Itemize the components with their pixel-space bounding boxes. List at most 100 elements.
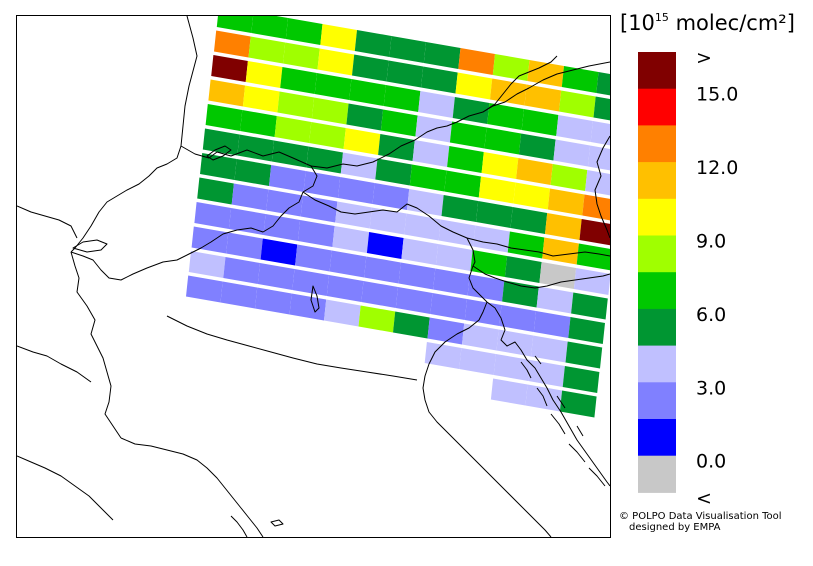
- swath-pixel-2-11: [590, 121, 610, 146]
- swath-pixel-8-5: [366, 232, 404, 259]
- swath-pixel-10-3: [292, 269, 329, 296]
- swath-pixel-2-7: [452, 97, 490, 124]
- swath-pixel-8-2: [263, 214, 301, 241]
- legend-label-12: <: [696, 487, 712, 509]
- swath-pixel-10-2: [257, 263, 295, 290]
- swath-pixel-6-1: [234, 159, 272, 186]
- swath-pixel-5-0: [202, 128, 240, 156]
- legend-box-0: [638, 52, 676, 90]
- swath-pixel-1-5: [386, 60, 424, 88]
- legend-box-2: [638, 125, 676, 163]
- swath-pixel-7-1: [231, 183, 269, 211]
- swath-pixel-5-2: [271, 140, 309, 168]
- swath-pixel-11-9: [496, 329, 534, 357]
- swath-pixel-4-8: [481, 152, 519, 179]
- swath-pixel-9-1: [226, 232, 263, 260]
- swath-pixel-2-5: [383, 85, 421, 112]
- swath-pixel-7-7: [438, 219, 476, 247]
- swath-pixel-1-9: [524, 84, 562, 112]
- swath-pixel-9-10: [536, 286, 574, 314]
- swath-pixel-6-9: [510, 207, 548, 234]
- swath-pixel-3-1: [242, 85, 280, 113]
- swath-pixel-10-11: [568, 317, 605, 344]
- legend-box-10: [638, 419, 676, 457]
- swath-pixel-1-7: [455, 72, 493, 100]
- swath-pixel-0-6: [423, 42, 461, 69]
- swath-pixel-6-0: [200, 153, 237, 180]
- border-germany-austria: [310, 55, 558, 169]
- swath-pixel-9-11: [571, 292, 608, 320]
- border-france-interior: [17, 205, 114, 521]
- swath-pixel-8-10: [539, 262, 577, 289]
- swath-pixel-5-1: [237, 134, 274, 162]
- swath-pixel-2-0: [211, 55, 248, 82]
- swath-pixel-5-8: [478, 176, 516, 204]
- swath-pixel-5-9: [513, 182, 550, 210]
- swath-pixel-7-9: [507, 231, 545, 259]
- swath-pixel-11-8: [462, 323, 499, 351]
- swath-pixel-3-2: [277, 91, 315, 119]
- map-panel: [16, 15, 611, 538]
- swath-pixel-10-7: [430, 293, 467, 320]
- swath-pixel-13-11: [559, 390, 597, 418]
- credit-text: © POLPO Data Visualisation Tool designed…: [619, 511, 782, 533]
- swath-pixel-8-8: [470, 250, 508, 277]
- border-switzerland-italy: [70, 191, 304, 281]
- swath-pixel-3-10: [553, 139, 591, 167]
- country-boundaries: [17, 16, 610, 537]
- swath-pixel-0-9: [527, 60, 564, 87]
- swath-pixel-3-0: [208, 79, 246, 107]
- legend-box-3: [638, 162, 676, 200]
- swath-pixel-8-1: [228, 208, 266, 235]
- swath-pixel-7-8: [473, 225, 510, 253]
- corsica-outline: [230, 515, 248, 537]
- legend-label-11: 0.0: [696, 451, 726, 473]
- no2-swath-layer: [186, 16, 610, 418]
- swath-pixel-6-4: [338, 177, 375, 204]
- swath-pixel-4-0: [205, 104, 243, 131]
- legend-unit-exponent: 15: [655, 11, 669, 24]
- swath-pixel-2-1: [245, 61, 283, 88]
- swath-pixel-7-4: [335, 201, 372, 229]
- coast-istria-croatia: [486, 301, 610, 487]
- swath-pixel-10-10: [533, 311, 571, 338]
- legend-box-6: [638, 272, 676, 310]
- swath-pixel-5-7: [444, 170, 481, 198]
- legend-labels: >15.0 12.0 9.0 6.0 3.0 0.0 <: [696, 47, 738, 509]
- swath-pixel-10-0: [188, 251, 226, 278]
- swath-pixel-9-8: [467, 274, 505, 302]
- swath-pixel-11-6: [393, 311, 430, 339]
- border-switzerland-north: [180, 145, 318, 193]
- legend-box-5: [638, 235, 676, 273]
- swath-pixel-1-2: [283, 42, 320, 70]
- swath-pixel-0-2: [285, 18, 323, 45]
- border-slovenia-croatia: [472, 265, 610, 289]
- swath-pixel-6-10: [545, 213, 582, 240]
- legend-label-9: 3.0: [696, 377, 726, 399]
- swath-pixel-8-4: [332, 226, 370, 253]
- swath-pixel-0-0: [216, 16, 254, 33]
- border-france-switzerland: [70, 145, 182, 253]
- swath-pixel-3-7: [449, 121, 487, 149]
- swath-pixel-0-8: [492, 54, 530, 81]
- legend-color-boxes: [638, 52, 676, 493]
- swath-pixel-11-4: [324, 299, 361, 327]
- swath-pixel-8-0: [194, 202, 232, 229]
- swath-pixel-12-9: [493, 354, 531, 381]
- coast-liguria: [120, 437, 264, 537]
- border-austria-czech: [482, 61, 610, 113]
- swath-pixel-4-5: [378, 134, 415, 161]
- legend-label-1: 15.0: [696, 84, 738, 106]
- swath-pixel-4-4: [343, 128, 381, 155]
- swath-pixel-3-8: [484, 127, 522, 155]
- swath-pixel-3-4: [346, 103, 384, 131]
- swath-pixel-4-7: [447, 146, 484, 173]
- swath-pixel-7-10: [542, 237, 579, 265]
- lake-geneva: [72, 239, 108, 253]
- swath-pixel-9-9: [502, 280, 539, 308]
- swath-pixel-0-5: [389, 36, 426, 63]
- swath-pixel-4-6: [412, 140, 450, 167]
- credit-line-2: designed by EMPA: [629, 522, 721, 533]
- swath-pixel-9-5: [364, 256, 401, 284]
- swath-pixel-6-6: [407, 189, 444, 216]
